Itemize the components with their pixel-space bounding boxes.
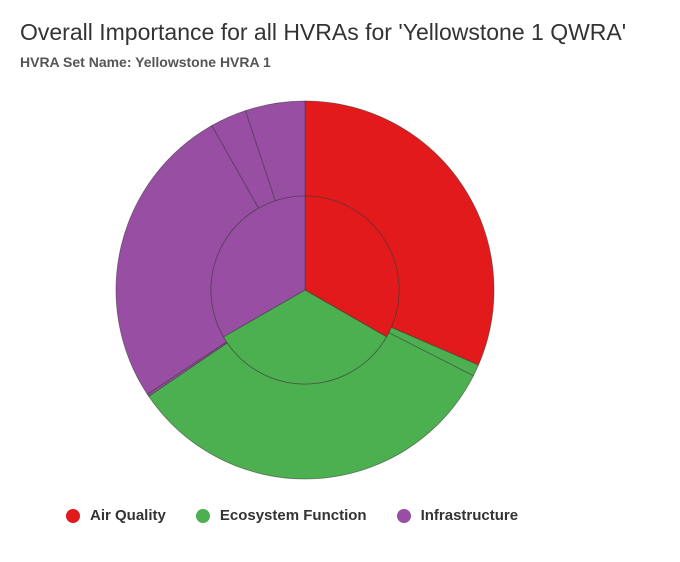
legend-item-air-quality[interactable]: Air Quality bbox=[66, 507, 166, 524]
legend-label: Infrastructure bbox=[420, 507, 519, 524]
chart-subtitle: HVRA Set Name: Yellowstone HVRA 1 bbox=[20, 54, 271, 70]
legend-swatch-icon bbox=[396, 508, 411, 523]
legend-swatch-icon bbox=[66, 508, 80, 523]
chart-title: Overall Importance for all HVRAs for 'Ye… bbox=[20, 19, 627, 45]
legend-item-ecosystem-function[interactable]: Ecosystem Function bbox=[195, 507, 367, 524]
legend-label: Air Quality bbox=[90, 507, 166, 524]
legend: Air Quality Ecosystem Function Infrastru… bbox=[66, 507, 548, 524]
legend-label: Ecosystem Function bbox=[219, 507, 367, 524]
inner-ring-slice-air-quality-0[interactable] bbox=[304, 195, 400, 338]
legend-swatch-icon bbox=[195, 508, 210, 523]
legend-item-infrastructure[interactable]: Infrastructure bbox=[396, 507, 519, 524]
donut-chart bbox=[115, 100, 495, 480]
inner-ring-slice-infrastructure-2[interactable] bbox=[210, 195, 306, 338]
